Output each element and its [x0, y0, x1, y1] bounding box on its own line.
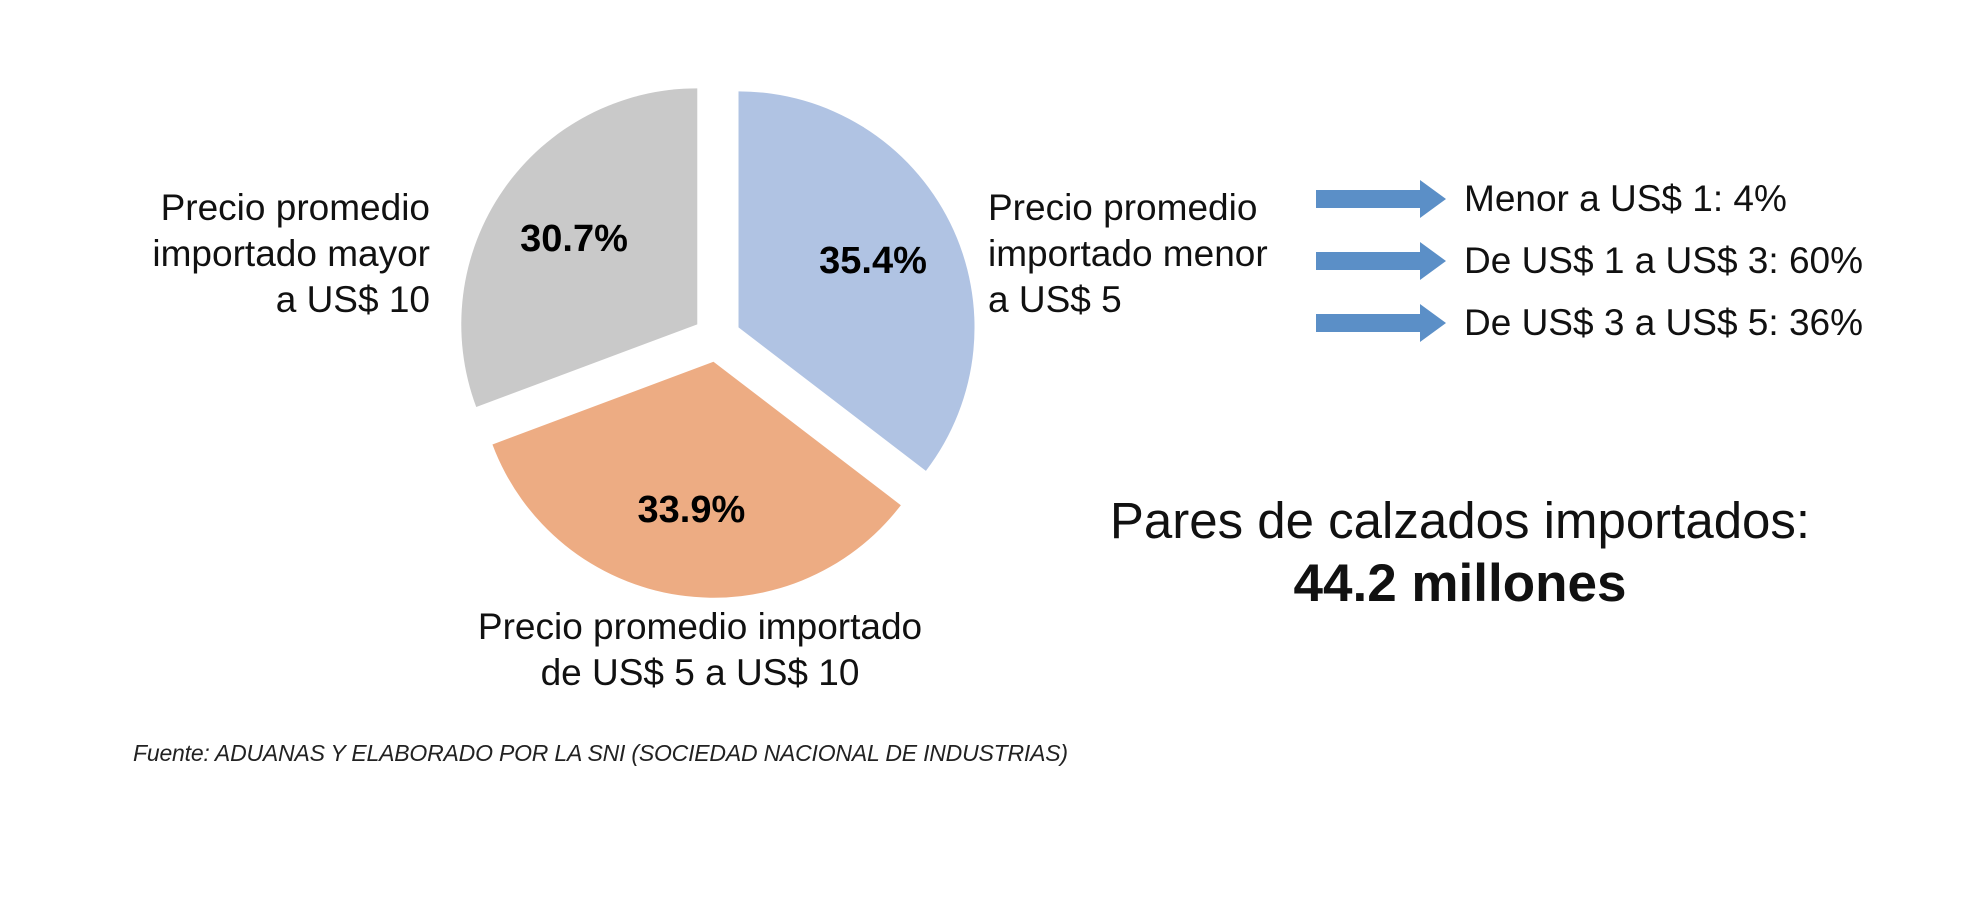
category-label-line: importado menor: [988, 233, 1268, 274]
arrow-shape: [1316, 242, 1446, 280]
total-title: Pares de calzados importados:: [1109, 492, 1811, 549]
total-summary: Pares de calzados importados: 44.2 millo…: [1060, 490, 1860, 616]
pie-slice-value-label: 33.9%: [638, 489, 746, 531]
category-label-mayor-10: Precio promedio importado mayor a US$ 10: [60, 185, 430, 323]
category-label-menor-5: Precio promedio importado menor a US$ 5: [988, 185, 1318, 323]
arrow-right-icon: [1316, 304, 1446, 342]
arrow-right-icon: [1316, 242, 1446, 280]
category-label-line: Precio promedio importado: [477, 606, 923, 647]
source-note: Fuente: ADUANAS Y ELABORADO POR LA SNI (…: [133, 740, 1068, 766]
category-label-line: Precio promedio: [988, 187, 1258, 228]
category-label-line: a US$ 5: [988, 279, 1122, 320]
breakdown-item-label: Menor a US$ 1: 4%: [1464, 178, 1787, 219]
arrow-shape: [1316, 180, 1446, 218]
arrow-shape: [1316, 304, 1446, 342]
pie-slice-value-label: 35.4%: [819, 240, 927, 282]
category-label-line: importado mayor: [152, 233, 430, 274]
pie-slice: [738, 91, 975, 471]
breakdown-item: De US$ 3 a US$ 5: 36%: [1316, 292, 1863, 354]
price-breakdown-list: Menor a US$ 1: 4% De US$ 1 a US$ 3: 60% …: [1316, 168, 1863, 354]
category-label-5-a-10: Precio promedio importado de US$ 5 a US$…: [440, 604, 960, 696]
breakdown-item-label: De US$ 3 a US$ 5: 36%: [1464, 302, 1863, 343]
breakdown-item: Menor a US$ 1: 4%: [1316, 168, 1863, 230]
category-label-line: de US$ 5 a US$ 10: [540, 652, 860, 693]
total-value: 44.2 millones: [1293, 554, 1627, 613]
category-label-line: a US$ 10: [275, 279, 430, 320]
pie-slice: [461, 88, 698, 408]
arrow-right-icon: [1316, 180, 1446, 218]
breakdown-item-label: De US$ 1 a US$ 3: 60%: [1464, 240, 1863, 281]
breakdown-item: De US$ 1 a US$ 3: 60%: [1316, 230, 1863, 292]
category-label-line: Precio promedio: [160, 187, 430, 228]
pie-slice-value-label: 30.7%: [520, 218, 628, 260]
pie-slice: [492, 361, 901, 598]
